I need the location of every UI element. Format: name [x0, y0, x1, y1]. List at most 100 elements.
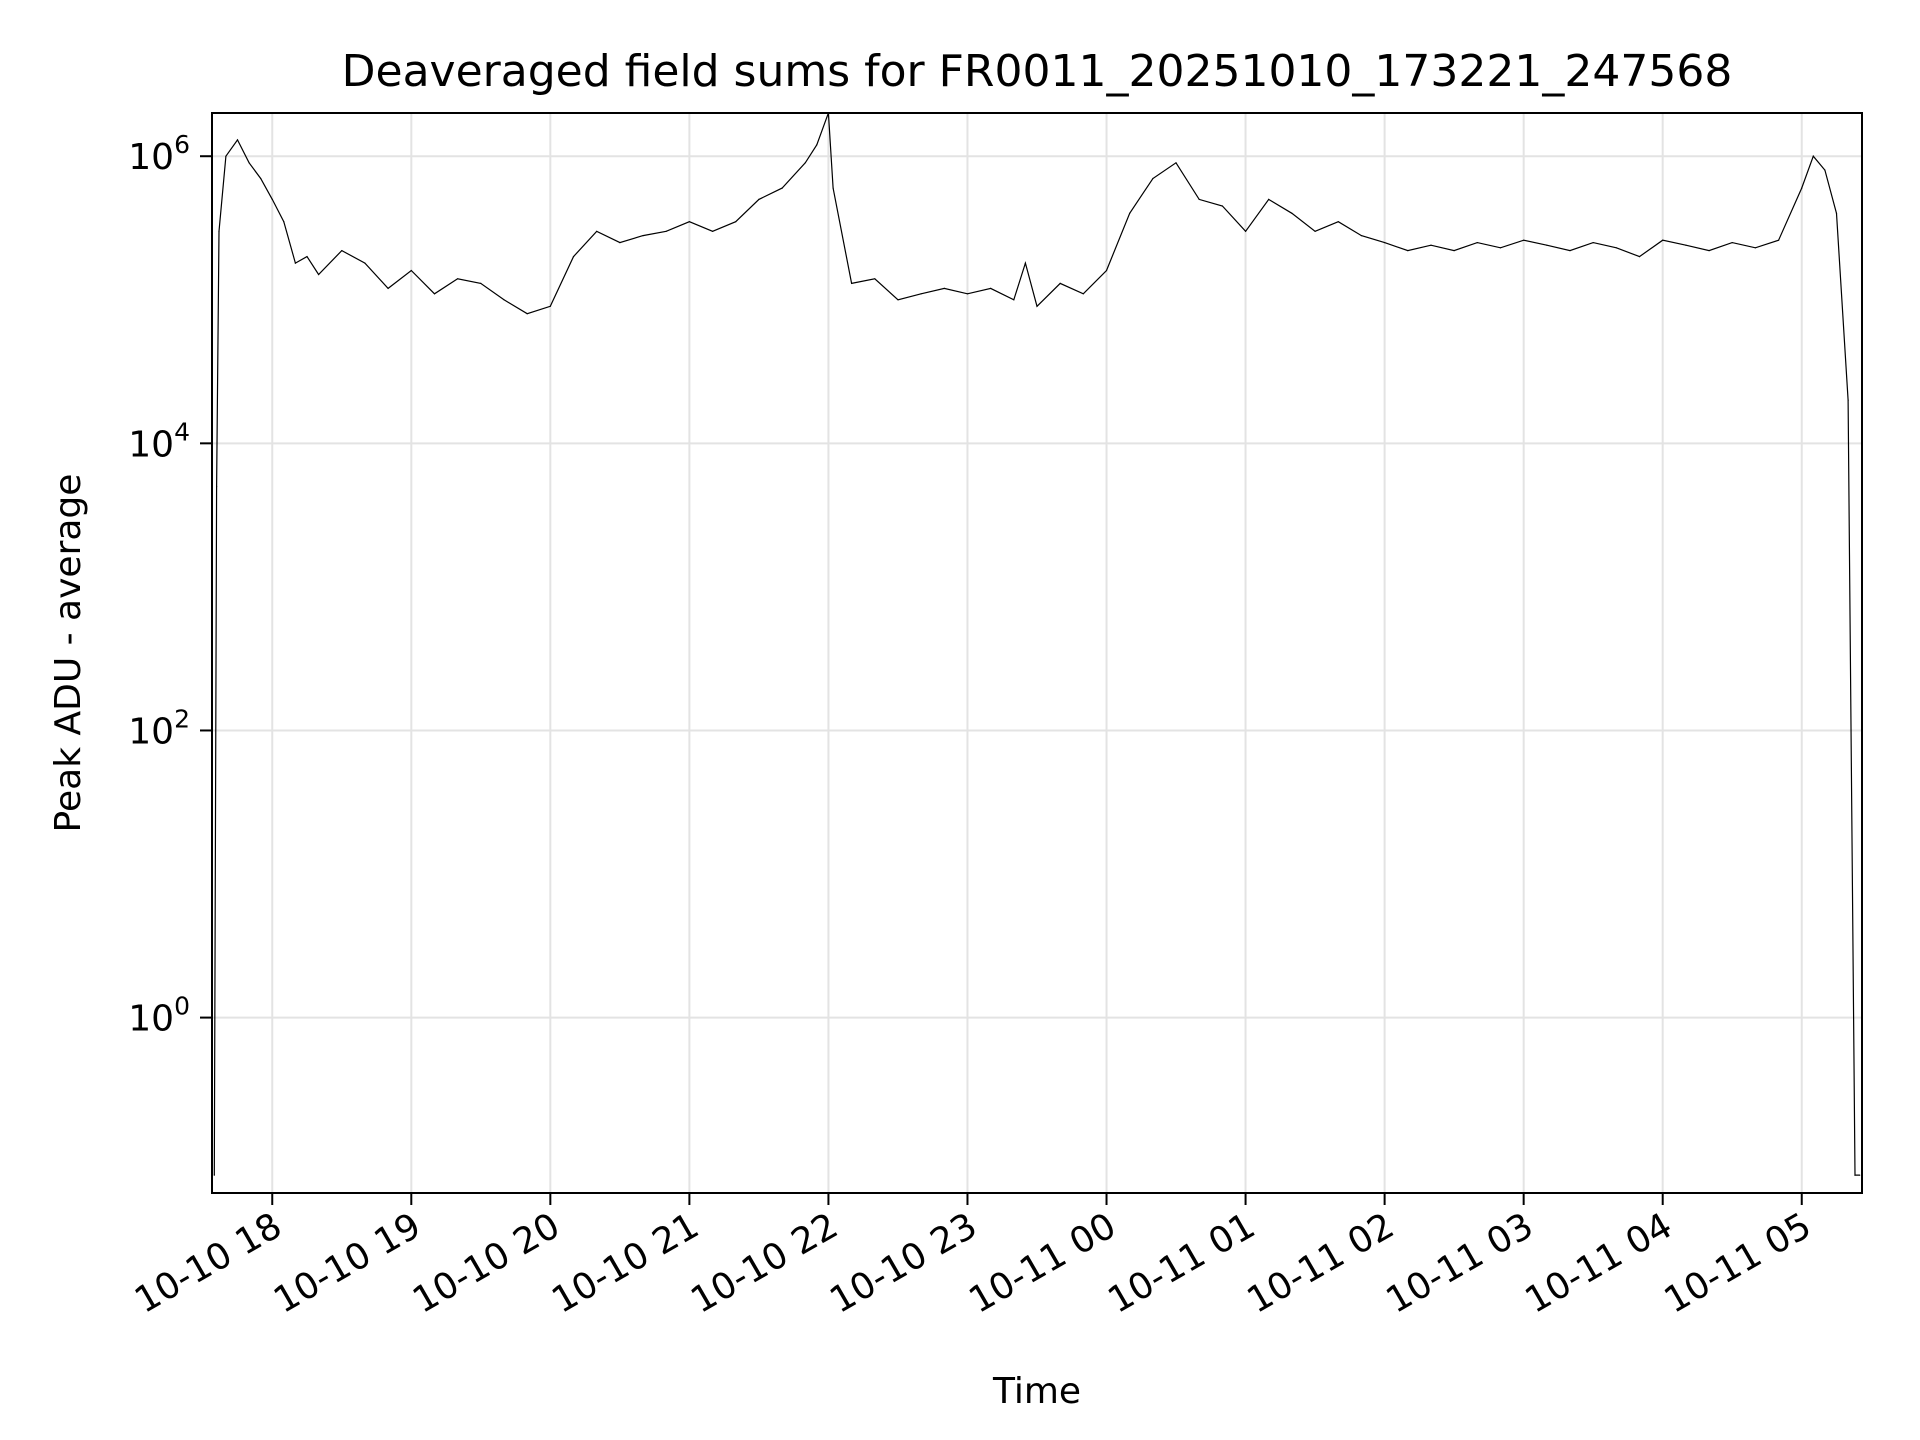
y-tick-label: 102	[128, 704, 190, 752]
data-point	[990, 287, 992, 289]
data-point	[920, 293, 922, 295]
data-point	[1221, 205, 1223, 207]
data-point	[758, 198, 760, 200]
plot-frame	[211, 112, 1863, 1194]
data-point	[1152, 177, 1154, 180]
data-point	[480, 282, 482, 284]
data-point	[1245, 230, 1247, 232]
data-point	[1430, 244, 1432, 246]
data-point	[318, 273, 320, 276]
data-point	[1854, 1174, 1856, 1176]
data-point	[943, 287, 945, 289]
x-axis-label: Time	[992, 1371, 1081, 1412]
data-point	[832, 187, 834, 189]
data-point	[1453, 250, 1455, 252]
data-point	[966, 293, 969, 295]
data-point	[816, 144, 818, 146]
data-point	[572, 256, 575, 258]
y-tick-exponent: 6	[174, 130, 190, 159]
data-point	[1360, 235, 1362, 237]
data-point	[874, 278, 876, 280]
data-point	[1476, 242, 1478, 244]
data-point	[1754, 247, 1756, 249]
data-point	[1337, 221, 1339, 223]
data-point	[1638, 256, 1641, 258]
data-point	[1569, 250, 1571, 252]
data-point	[236, 139, 239, 141]
data-point	[1407, 250, 1409, 252]
data-point	[433, 293, 436, 295]
y-tick-base: 10	[128, 999, 174, 1040]
data-point	[1708, 250, 1710, 252]
data-point	[225, 155, 227, 157]
data-point	[364, 262, 366, 264]
data-point	[665, 230, 667, 232]
data-point	[1024, 262, 1026, 264]
data-point	[1546, 244, 1548, 246]
y-tick-exponent: 2	[174, 704, 190, 733]
data-point	[1812, 155, 1814, 157]
data-point	[1036, 305, 1038, 307]
data-point	[1384, 242, 1386, 244]
data-point	[526, 313, 528, 315]
data-point	[619, 242, 621, 244]
data-point	[410, 269, 412, 272]
data-point	[271, 198, 273, 200]
data-point	[1314, 230, 1316, 232]
data-point	[804, 162, 806, 164]
data-point	[1268, 198, 1270, 200]
data-point	[503, 299, 505, 301]
data-point	[851, 282, 853, 284]
y-tick-label: 100	[128, 992, 190, 1040]
data-point	[457, 278, 459, 280]
data-point	[1198, 198, 1200, 200]
data-point	[1175, 162, 1177, 164]
y-tick-exponent: 4	[174, 417, 190, 446]
chart-title: Deaveraged field sums for FR0011_2025101…	[342, 46, 1733, 97]
data-point	[549, 305, 551, 307]
data-point	[306, 256, 308, 258]
data-point	[781, 187, 783, 189]
data-point	[1615, 247, 1617, 249]
data-point	[596, 230, 598, 232]
data-point	[213, 1174, 215, 1176]
series-layer	[213, 113, 1861, 1176]
y-tick-base: 10	[128, 711, 174, 752]
data-point	[1082, 293, 1084, 295]
data-point	[1592, 242, 1594, 244]
data-point	[1731, 242, 1733, 244]
y-tick-label: 106	[128, 130, 190, 178]
data-point	[688, 221, 691, 223]
y-tick-label: 104	[128, 417, 190, 465]
data-point	[1059, 282, 1061, 284]
y-axis-label: Peak ADU - average	[48, 474, 89, 833]
data-point	[1835, 212, 1838, 214]
data-point	[1291, 212, 1293, 214]
y-tick-base: 10	[128, 137, 174, 178]
data-point	[1499, 247, 1502, 249]
data-point	[1801, 187, 1803, 189]
data-point	[735, 221, 737, 223]
data-point	[1105, 269, 1108, 272]
data-point	[1013, 299, 1015, 301]
data-point	[216, 486, 218, 488]
y-tick-exponent: 0	[174, 992, 190, 1021]
data-point	[1129, 212, 1131, 214]
data-point	[712, 230, 714, 232]
data-point	[294, 262, 296, 264]
data-point	[642, 235, 644, 237]
data-point	[218, 230, 220, 232]
data-point	[1824, 169, 1826, 171]
data-point	[1662, 239, 1664, 241]
data-point	[1847, 399, 1849, 401]
data-point	[1685, 244, 1687, 246]
data-point	[248, 162, 250, 164]
y-tick-base: 10	[128, 424, 174, 465]
data-point	[897, 299, 899, 301]
data-point	[1778, 239, 1780, 241]
grid	[212, 113, 1862, 1193]
data-point	[1523, 239, 1525, 241]
